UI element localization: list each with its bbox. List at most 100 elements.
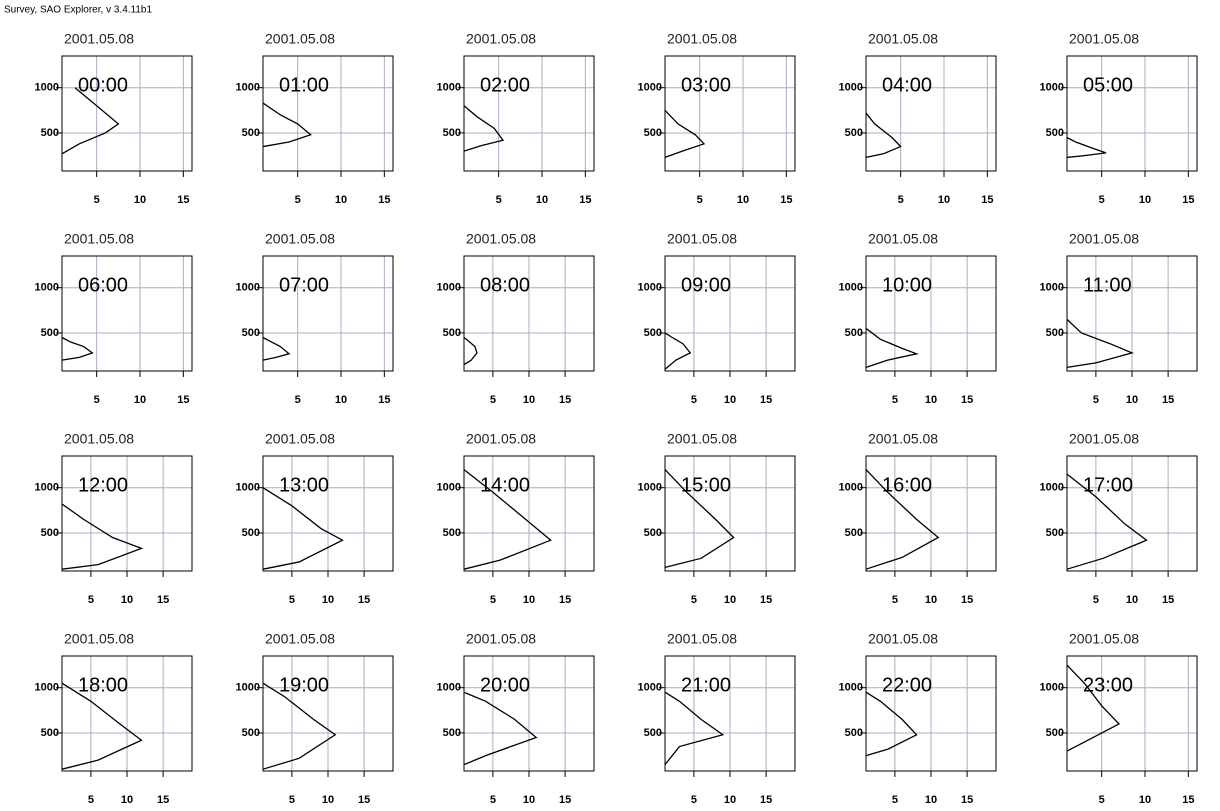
x-tick-label: 10 — [1139, 194, 1151, 206]
x-tick-label: 15 — [559, 594, 571, 606]
plot-frame — [865, 255, 997, 372]
panel-time: 21:00 — [681, 674, 731, 696]
x-tick-label: 5 — [295, 394, 301, 406]
x-tick-label: 10 — [737, 194, 749, 206]
x-tick-label: 10 — [121, 594, 133, 606]
plot-frame — [865, 655, 997, 772]
y-tick-label: 1000 — [35, 82, 59, 94]
profile-line — [865, 112, 902, 159]
panel-time: 08:00 — [480, 274, 530, 296]
y-tick-label: 500 — [443, 327, 461, 339]
ionogram-panel: 2001.05.08 5 10 15 500 1000 14:00 — [437, 431, 595, 606]
y-tick-label: 1000 — [437, 482, 461, 494]
panel-date: 2001.05.08 — [64, 431, 134, 447]
x-tick-label: 5 — [691, 794, 697, 806]
profile-line — [262, 102, 312, 148]
x-tick-label: 10 — [134, 194, 146, 206]
plot-frame — [463, 655, 595, 772]
x-tick-label: 5 — [490, 794, 496, 806]
x-tick-label: 10 — [1126, 594, 1138, 606]
x-tick-label: 5 — [88, 594, 94, 606]
profile-line — [664, 469, 735, 569]
x-tick-label: 5 — [94, 194, 100, 206]
y-tick-label: 500 — [41, 127, 59, 139]
x-tick-label: 10 — [724, 794, 736, 806]
x-tick-label: 10 — [523, 594, 535, 606]
profile-line — [1066, 318, 1134, 369]
profile-line — [664, 332, 692, 370]
y-tick-label: 1000 — [839, 482, 863, 494]
y-tick-label: 500 — [644, 127, 662, 139]
plot-frame — [865, 55, 997, 172]
y-tick-label: 500 — [41, 527, 59, 539]
panel-date: 2001.05.08 — [868, 431, 938, 447]
x-tick-label: 10 — [938, 194, 950, 206]
plot-frame — [463, 455, 595, 572]
x-tick-label: 10 — [925, 394, 937, 406]
profile-line — [865, 469, 940, 570]
profile-line — [262, 487, 344, 570]
profile-line — [664, 691, 725, 766]
profile-line — [865, 691, 918, 757]
x-tick-label: 5 — [94, 394, 100, 406]
panel-time: 14:00 — [480, 474, 530, 496]
y-tick-label: 1000 — [638, 82, 662, 94]
x-tick-label: 15 — [157, 794, 169, 806]
panel-date: 2001.05.08 — [868, 631, 938, 647]
panel-date: 2001.05.08 — [1069, 231, 1139, 247]
panel-time: 16:00 — [882, 474, 932, 496]
plot-frame — [664, 55, 796, 172]
x-tick-label: 10 — [925, 594, 937, 606]
x-tick-label: 10 — [134, 394, 146, 406]
x-tick-label: 15 — [760, 594, 772, 606]
y-tick-label: 500 — [41, 327, 59, 339]
x-tick-label: 5 — [88, 794, 94, 806]
panel-time: 04:00 — [882, 74, 932, 96]
x-tick-label: 15 — [760, 394, 772, 406]
panel-time: 19:00 — [279, 674, 329, 696]
panel-date: 2001.05.08 — [265, 231, 335, 247]
x-tick-label: 5 — [1093, 594, 1099, 606]
panel-date: 2001.05.08 — [265, 431, 335, 447]
y-tick-label: 1000 — [1040, 682, 1064, 694]
y-tick-label: 500 — [1046, 127, 1064, 139]
x-tick-label: 10 — [121, 794, 133, 806]
y-tick-label: 1000 — [839, 82, 863, 94]
x-tick-label: 10 — [724, 594, 736, 606]
profile-line — [1066, 473, 1148, 570]
x-tick-label: 5 — [289, 594, 295, 606]
x-tick-label: 15 — [961, 394, 973, 406]
y-tick-label: 500 — [644, 527, 662, 539]
panel-time: 03:00 — [681, 74, 731, 96]
x-tick-label: 15 — [378, 394, 390, 406]
x-tick-label: 5 — [496, 194, 502, 206]
panel-date: 2001.05.08 — [868, 31, 938, 47]
y-tick-label: 1000 — [236, 282, 260, 294]
panel-time: 10:00 — [882, 274, 932, 296]
plot-frame — [61, 655, 193, 772]
profile-line — [61, 503, 144, 570]
x-tick-label: 10 — [925, 794, 937, 806]
y-tick-label: 1000 — [638, 282, 662, 294]
x-tick-label: 15 — [559, 794, 571, 806]
y-tick-label: 500 — [443, 527, 461, 539]
panel-date: 2001.05.08 — [64, 631, 134, 647]
x-tick-label: 5 — [892, 794, 898, 806]
ionogram-panel: 2001.05.08 5 10 15 500 1000 23:00 — [1040, 631, 1198, 806]
panel-time: 00:00 — [78, 74, 128, 96]
plot-frame — [463, 55, 595, 172]
panel-time: 12:00 — [78, 474, 128, 496]
ionogram-panel: 2001.05.08 5 10 15 500 1000 17:00 — [1040, 431, 1198, 606]
ionogram-panel: 2001.05.08 5 10 15 500 1000 03:00 — [638, 31, 796, 206]
panel-date: 2001.05.08 — [667, 231, 737, 247]
panel-date: 2001.05.08 — [1069, 431, 1139, 447]
y-tick-label: 500 — [242, 127, 260, 139]
ionogram-panel: 2001.05.08 5 10 15 500 1000 11:00 — [1040, 231, 1198, 406]
profile-line — [664, 109, 706, 159]
y-tick-label: 1000 — [437, 282, 461, 294]
x-tick-label: 10 — [335, 394, 347, 406]
ionogram-panel: 2001.05.08 5 10 15 500 1000 06:00 — [35, 231, 193, 406]
ionogram-panel: 2001.05.08 5 10 15 500 1000 19:00 — [236, 631, 394, 806]
profile-line — [1066, 136, 1107, 159]
